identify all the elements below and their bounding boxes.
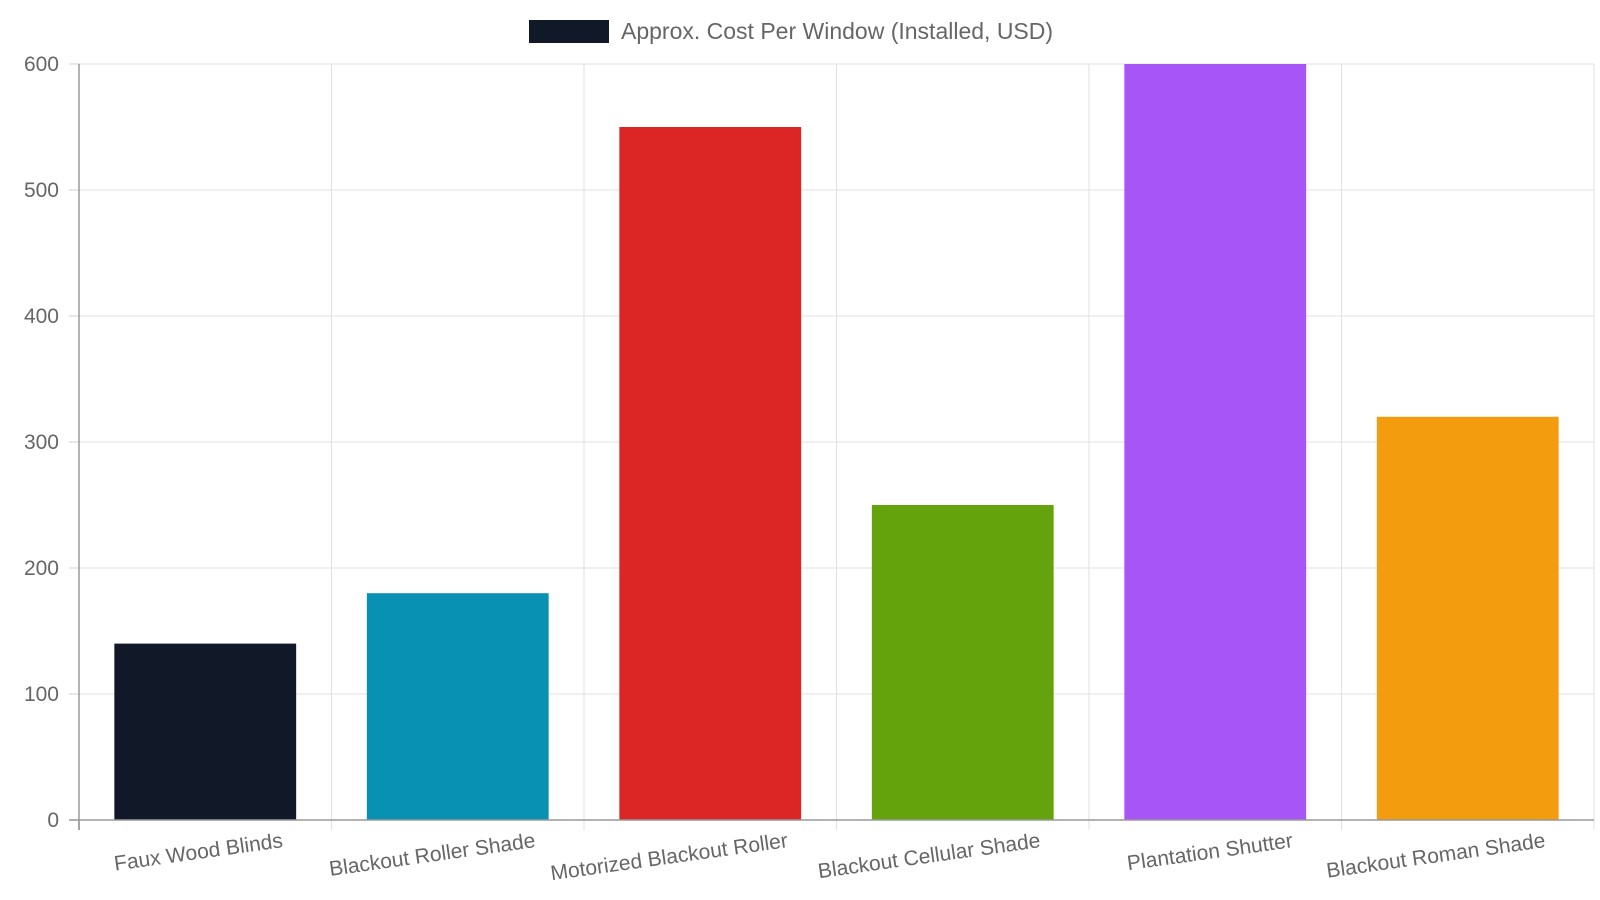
y-tick-labels: 0 100 200 300 400 500 600	[24, 53, 59, 832]
x-tick-label: Plantation Shutter	[1126, 829, 1295, 875]
y-tick-label: 100	[24, 683, 59, 706]
bar[interactable]	[1124, 64, 1307, 820]
x-tick-label: Blackout Roller Shade	[328, 829, 537, 881]
y-tick-label: 200	[24, 557, 59, 580]
x-tick-label: Faux Wood Blinds	[113, 829, 285, 875]
bars	[114, 64, 1559, 820]
axes	[69, 64, 1594, 830]
legend-label: Approx. Cost Per Window (Installed, USD)	[621, 18, 1053, 44]
bar[interactable]	[1376, 416, 1559, 820]
y-tick-label: 600	[24, 53, 59, 76]
bar[interactable]	[619, 127, 802, 820]
legend-swatch	[529, 20, 609, 43]
x-tick-label: Motorized Blackout Roller	[549, 829, 789, 885]
x-tick-labels: Faux Wood Blinds Blackout Roller Shade Mot…	[113, 829, 1547, 885]
y-tick-label: 500	[24, 179, 59, 202]
x-tick-label: Blackout Cellular Shade	[817, 829, 1042, 883]
y-tick-label: 300	[24, 431, 59, 454]
legend[interactable]: Approx. Cost Per Window (Installed, USD)	[529, 18, 1053, 44]
bar[interactable]	[114, 643, 297, 820]
x-tick-label: Blackout Roman Shade	[1325, 829, 1547, 882]
bar[interactable]	[366, 593, 549, 820]
y-tick-label: 0	[47, 809, 59, 832]
y-tick-label: 400	[24, 305, 59, 328]
bar[interactable]	[871, 505, 1054, 820]
grid-lines	[69, 63, 1595, 830]
